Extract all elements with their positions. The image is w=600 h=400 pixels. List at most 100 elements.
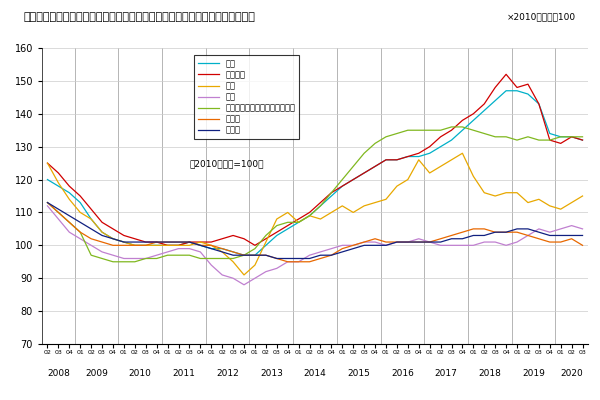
倉庫: [404, 177, 412, 182]
店舗: [306, 213, 313, 218]
工業地: [251, 253, 259, 258]
オフィス: [295, 217, 302, 222]
工業地: [164, 240, 171, 244]
オフィス: [218, 236, 226, 241]
工場: [262, 269, 269, 274]
工業地: [568, 233, 575, 238]
オフィス: [120, 233, 128, 238]
工場: [175, 246, 182, 251]
店舗: [175, 243, 182, 248]
工場: [131, 256, 139, 261]
店舗: [426, 151, 433, 156]
オフィス: [44, 161, 51, 166]
Text: 2014: 2014: [304, 369, 326, 378]
店舗: [437, 144, 444, 149]
マンション・アパート（一樹）: [262, 233, 269, 238]
店舗: [557, 134, 565, 139]
倉庫: [273, 217, 280, 222]
工場: [514, 240, 521, 244]
店舗: [350, 177, 357, 182]
マンション・アパート（一樹）: [546, 138, 553, 142]
オフィス: [55, 170, 62, 175]
工業地: [481, 233, 488, 238]
マンション・アパート（一樹）: [218, 256, 226, 261]
倉庫: [394, 184, 401, 188]
商業地: [426, 240, 433, 244]
工場: [470, 243, 477, 248]
商業地: [153, 240, 160, 244]
オフィス: [284, 223, 292, 228]
倉庫: [241, 272, 248, 277]
Line: 店舗: 店舗: [47, 91, 583, 255]
工業地: [208, 246, 215, 251]
店舗: [394, 158, 401, 162]
倉庫: [306, 213, 313, 218]
Line: 倉庫: 倉庫: [47, 153, 583, 275]
店舗: [338, 184, 346, 188]
オフィス: [142, 240, 149, 244]
倉庫: [109, 236, 116, 241]
倉庫: [491, 194, 499, 198]
オフィス: [186, 240, 193, 244]
商業地: [295, 259, 302, 264]
倉庫: [338, 204, 346, 208]
倉庫: [546, 204, 553, 208]
工場: [295, 259, 302, 264]
商業地: [514, 230, 521, 234]
工業地: [394, 240, 401, 244]
工業地: [404, 240, 412, 244]
工場: [241, 282, 248, 287]
Text: 2009: 2009: [85, 369, 108, 378]
工場: [361, 240, 368, 244]
店舗: [164, 243, 171, 248]
倉庫: [371, 200, 379, 205]
倉庫: [328, 210, 335, 215]
工業地: [448, 236, 455, 241]
工業地: [535, 230, 542, 234]
Text: 2017: 2017: [434, 369, 457, 378]
オフィス: [404, 154, 412, 159]
倉庫: [66, 197, 73, 202]
店舗: [273, 233, 280, 238]
商業地: [579, 243, 586, 248]
商業地: [371, 236, 379, 241]
工場: [535, 226, 542, 231]
倉庫: [557, 207, 565, 212]
マンション・アパート（一樹）: [415, 128, 422, 133]
マンション・アパート（一樹）: [175, 253, 182, 258]
工業地: [120, 240, 128, 244]
マンション・アパート（一樹）: [382, 134, 389, 139]
工業地: [273, 256, 280, 261]
倉庫: [55, 180, 62, 185]
商業地: [459, 230, 466, 234]
商業地: [306, 259, 313, 264]
工業地: [557, 233, 565, 238]
工業地: [328, 253, 335, 258]
オフィス: [535, 102, 542, 106]
倉庫: [524, 200, 532, 205]
オフィス: [371, 164, 379, 169]
工業地: [371, 243, 379, 248]
商業地: [394, 240, 401, 244]
工場: [88, 243, 95, 248]
オフィス: [77, 194, 84, 198]
倉庫: [426, 170, 433, 175]
マンション・アパート（一樹）: [317, 204, 324, 208]
工場: [394, 240, 401, 244]
オフィス: [88, 207, 95, 212]
オフィス: [317, 200, 324, 205]
オフィス: [109, 226, 116, 231]
マンション・アパート（一樹）: [481, 131, 488, 136]
店舗: [44, 177, 51, 182]
店舗: [404, 154, 412, 159]
店舗: [66, 190, 73, 195]
店舗: [361, 170, 368, 175]
マンション・アパート（一樹）: [503, 134, 510, 139]
店舗: [131, 243, 139, 248]
倉庫: [459, 151, 466, 156]
Text: （2010年平均=100）: （2010年平均=100）: [190, 159, 264, 168]
Text: 2015: 2015: [347, 369, 370, 378]
店舗: [208, 246, 215, 251]
店舗: [524, 92, 532, 96]
工業地: [350, 246, 357, 251]
